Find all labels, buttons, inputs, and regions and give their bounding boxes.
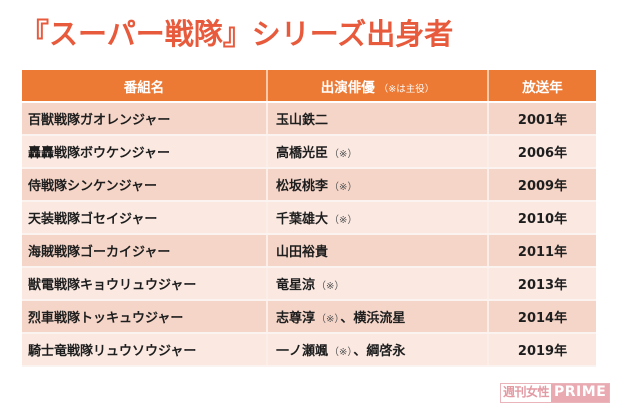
year-cell: 2009年 [488,168,596,202]
page-title: 『スーパー戦隊』シリーズ出身者 [20,17,454,51]
year-cell: 2001年 [488,102,596,136]
actor-name: 千葉雄大 [276,212,329,227]
table-row: 海賊戦隊ゴーカイジャー 山田裕貴 2011年 [22,234,596,268]
actor-name-extra: 、横浜流星 [340,311,406,326]
year-cell: 2011年 [488,234,596,268]
program-cell: 騎士竜戦隊リュウソウジャー [22,333,268,367]
actor-name: 玉山鉄二 [276,113,329,128]
actors-cell: 松坂桃李（※） [267,168,489,202]
program-cell: 天装戦隊ゴセイジャー [22,201,268,235]
header-label: 出演俳優 [320,79,375,96]
actors-cell: 山田裕貴 [267,234,489,268]
header-label: 番組名 [123,79,165,96]
lead-role-note: （※） [329,215,358,226]
program-cell: 侍戦隊シンケンジャー [22,168,268,202]
table-row: 天装戦隊ゴセイジャー 千葉雄大（※） 2010年 [22,201,596,235]
actor-name-extra: 、綱啓永 [353,344,406,359]
year-cell: 2019年 [488,333,596,367]
table-row: 百獣戦隊ガオレンジャー 玉山鉄二 2001年 [22,102,596,136]
table-row: 烈車戦隊トッキュウジャー 志尊淳（※）、横浜流星 2014年 [22,300,596,334]
actor-name: 志尊淳 [276,311,316,326]
alumni-table: 番組名 出演俳優 （※は主役） 放送年 百獣戦隊ガオレンジャー 玉山鉄二 2001… [22,70,596,367]
lead-role-note: （※） [316,314,340,325]
lead-role-note: （※） [329,347,353,358]
lead-role-note: （※） [329,149,358,160]
watermark-jp-logo: 週刊女性 [501,384,552,402]
year-cell: 2013年 [488,267,596,301]
header-note: （※は主役） [378,83,435,95]
publisher-watermark: 週刊女性 PRIME [500,383,611,403]
program-cell: 烈車戦隊トッキュウジャー [22,300,268,334]
column-header-program: 番組名 [22,70,268,103]
program-cell: 轟轟戦隊ボウケンジャー [22,135,268,169]
actors-cell: 一ノ瀬颯（※）、綱啓永 [267,333,489,367]
actor-name: 一ノ瀬颯 [276,344,329,359]
program-cell: 獣電戦隊キョウリュウジャー [22,267,268,301]
lead-role-note: （※） [329,182,358,193]
table-row: 獣電戦隊キョウリュウジャー 竜星涼（※） 2013年 [22,267,596,301]
actor-name: 山田裕貴 [276,245,329,260]
lead-role-note: （※） [316,281,345,292]
actors-cell: 志尊淳（※）、横浜流星 [267,300,489,334]
header-label: 放送年 [522,79,563,96]
table-row: 侍戦隊シンケンジャー 松坂桃李（※） 2009年 [22,168,596,202]
watermark-prime-logo: PRIME [551,384,610,402]
column-header-year: 放送年 [488,70,596,103]
program-cell: 海賊戦隊ゴーカイジャー [22,234,268,268]
year-cell: 2010年 [488,201,596,235]
table-row: 騎士竜戦隊リュウソウジャー 一ノ瀬颯（※）、綱啓永 2019年 [22,333,596,367]
actors-cell: 千葉雄大（※） [267,201,489,235]
year-cell: 2014年 [488,300,596,334]
table-header-row: 番組名 出演俳優 （※は主役） 放送年 [22,70,596,103]
year-cell: 2006年 [488,135,596,169]
actors-cell: 玉山鉄二 [267,102,489,136]
actor-name: 松坂桃李 [276,179,329,194]
actor-name: 竜星涼 [276,278,316,293]
actors-cell: 高橋光臣（※） [267,135,489,169]
actors-cell: 竜星涼（※） [267,267,489,301]
table-row: 轟轟戦隊ボウケンジャー 高橋光臣（※） 2006年 [22,135,596,169]
actor-name: 高橋光臣 [276,146,329,161]
program-cell: 百獣戦隊ガオレンジャー [22,102,268,136]
column-header-actors: 出演俳優 （※は主役） [267,70,489,103]
